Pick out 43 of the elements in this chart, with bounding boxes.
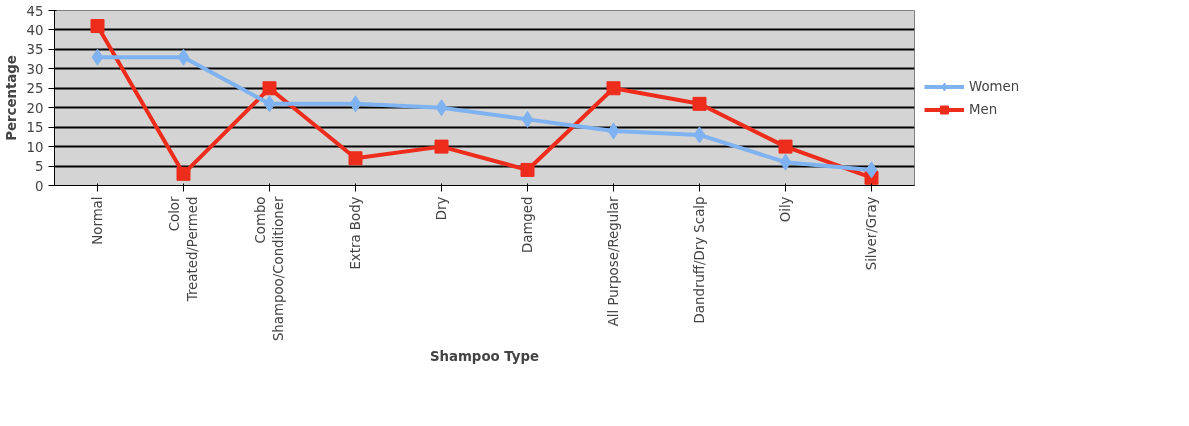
point (607, 122, 620, 140)
point (434, 139, 449, 154)
point (865, 161, 878, 179)
y-axis-title: Percentage (3, 55, 19, 141)
x-tick-label: Normal (90, 196, 105, 245)
y-tick-label: 30 (26, 61, 44, 77)
point (177, 48, 190, 66)
point (90, 19, 105, 34)
point (778, 139, 793, 154)
point (176, 166, 191, 181)
point (606, 81, 621, 96)
x-tick-label: Dandruff/Dry Scalp (692, 196, 707, 324)
y-tick-label: 40 (26, 22, 44, 38)
y-tick-label: 35 (26, 42, 44, 58)
legend-label: Men (969, 101, 998, 117)
point (262, 81, 277, 96)
x-tick-label: Silver/Gray (864, 196, 879, 271)
point (779, 153, 792, 171)
x-tick-label: All Purpose/Regular (606, 195, 621, 327)
x-tick-label: Extra Body (348, 196, 363, 270)
point (693, 126, 706, 144)
y-tick-label: 15 (26, 120, 44, 136)
x-tick-label: Dry (434, 196, 449, 221)
legend-label: Women (969, 78, 1020, 94)
x-tick-label: Oily (778, 196, 793, 223)
y-tick-label: 20 (26, 100, 44, 116)
x-tick-label: Combo Shampoo/Conditioner (253, 195, 286, 342)
point (348, 151, 363, 166)
point (435, 99, 448, 117)
point (349, 95, 362, 113)
point (91, 48, 104, 66)
y-tick-label: 10 (26, 139, 44, 155)
point (521, 110, 534, 128)
x-tick-label: Damged (520, 196, 535, 254)
point (520, 162, 535, 177)
x-axis-title: Shampoo Type (429, 349, 540, 365)
point (692, 96, 707, 111)
x-tick-label: Color Treated/Permed (167, 195, 200, 303)
y-tick-label: 25 (26, 81, 44, 97)
y-tick-label: 45 (26, 3, 44, 19)
point (263, 95, 276, 113)
y-tick-label: 5 (35, 159, 44, 175)
y-tick-label: 0 (35, 178, 44, 194)
